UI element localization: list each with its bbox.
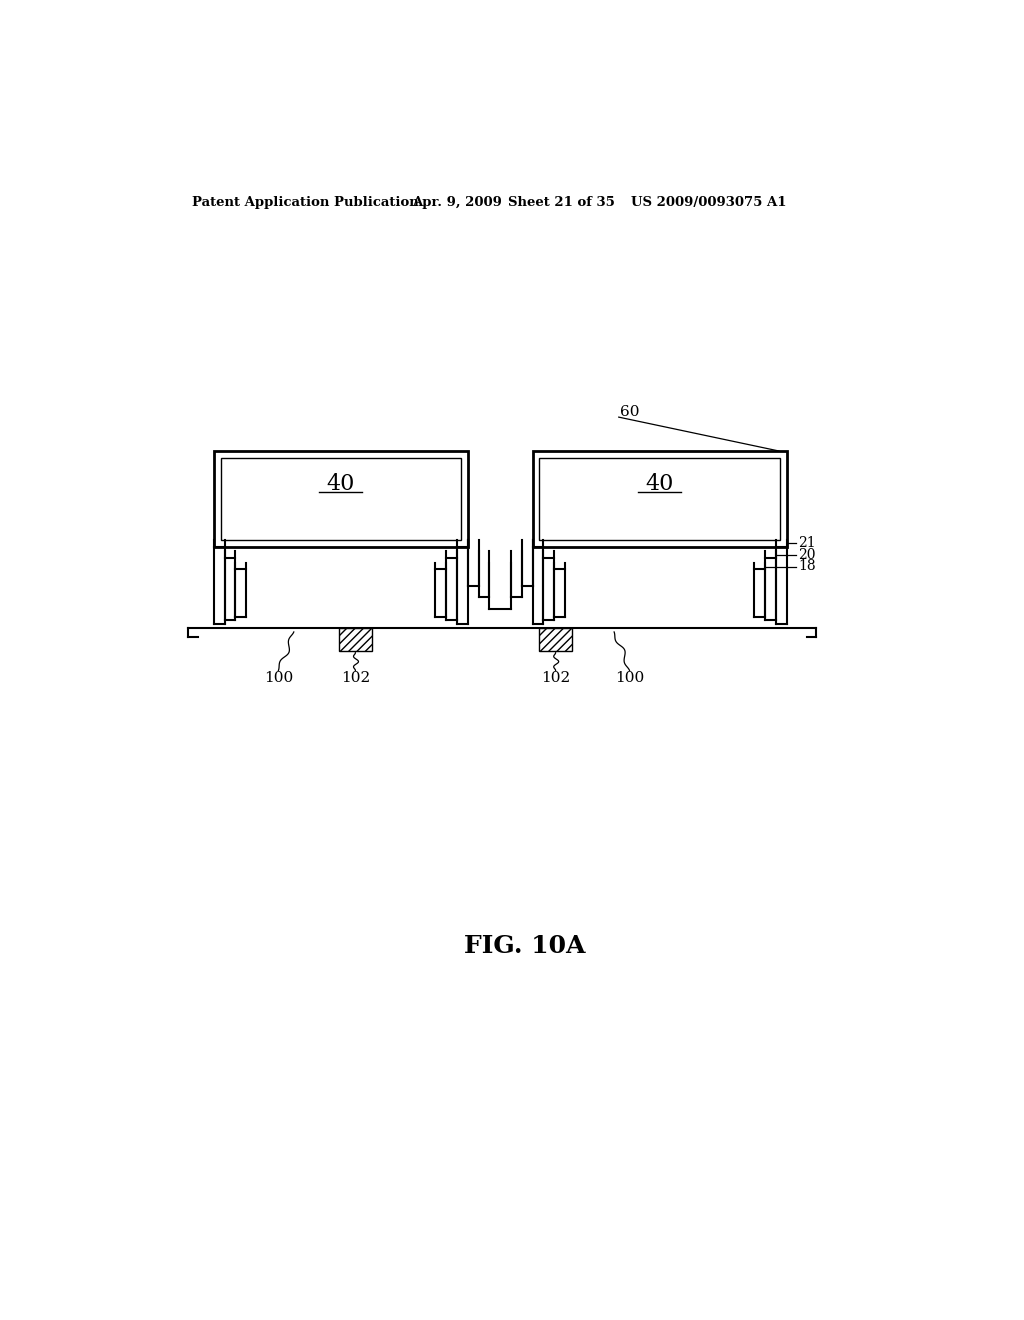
Text: 20: 20 <box>798 548 816 562</box>
Text: 21: 21 <box>798 536 816 550</box>
Text: 102: 102 <box>341 671 370 685</box>
Text: Patent Application Publication: Patent Application Publication <box>193 195 419 209</box>
Text: Apr. 9, 2009: Apr. 9, 2009 <box>412 195 502 209</box>
Text: 100: 100 <box>264 671 293 685</box>
Bar <box>540 628 571 651</box>
Text: FIG. 10A: FIG. 10A <box>464 935 586 958</box>
Text: 40: 40 <box>645 473 674 495</box>
Text: 60: 60 <box>621 405 640 420</box>
Bar <box>540 458 779 540</box>
Text: Sheet 21 of 35: Sheet 21 of 35 <box>508 195 614 209</box>
Bar <box>214 451 468 548</box>
Bar <box>532 451 786 548</box>
Text: 100: 100 <box>614 671 644 685</box>
Text: US 2009/0093075 A1: US 2009/0093075 A1 <box>631 195 786 209</box>
Text: 18: 18 <box>798 560 816 573</box>
Bar <box>339 628 372 651</box>
Bar <box>220 458 461 540</box>
Text: 102: 102 <box>541 671 570 685</box>
Text: 40: 40 <box>327 473 355 495</box>
